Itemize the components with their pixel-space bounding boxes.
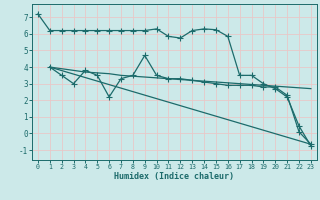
X-axis label: Humidex (Indice chaleur): Humidex (Indice chaleur) — [115, 172, 234, 181]
